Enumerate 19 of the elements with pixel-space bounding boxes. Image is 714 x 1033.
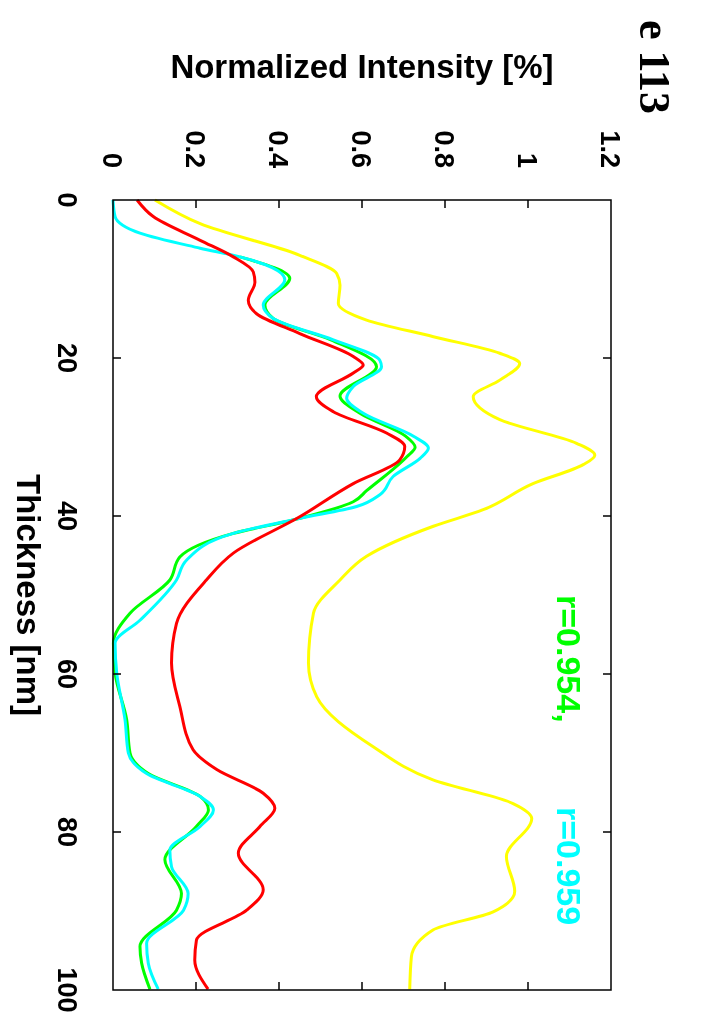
y-axis-title: Thickness [nm] bbox=[10, 473, 47, 717]
y-tick-label: 80 bbox=[52, 816, 82, 848]
x-tick-label: 1.2 bbox=[595, 130, 625, 168]
y-tick-label: 100 bbox=[52, 967, 82, 1013]
x-tick-label: 0 bbox=[97, 152, 127, 168]
y-tick-label: 60 bbox=[52, 658, 82, 690]
line-series bbox=[153, 198, 597, 991]
annotation: r=0.954, bbox=[550, 595, 588, 723]
y-tick-label: 40 bbox=[52, 500, 82, 532]
x-tick-label: 0.8 bbox=[429, 130, 459, 168]
x-tick-label: 0.6 bbox=[346, 130, 376, 168]
annotation: r=0.959 bbox=[550, 807, 588, 926]
y-tick-label: 20 bbox=[52, 342, 82, 374]
chart-title: e 113 bbox=[630, 20, 679, 115]
x-axis-title: Normalized Intensity [%] bbox=[170, 48, 554, 85]
y-tick-label: 0 bbox=[52, 192, 82, 208]
x-tick-label: 0.2 bbox=[180, 130, 210, 168]
x-tick-label: 0.4 bbox=[263, 130, 293, 168]
x-tick-label: 1 bbox=[512, 152, 542, 168]
